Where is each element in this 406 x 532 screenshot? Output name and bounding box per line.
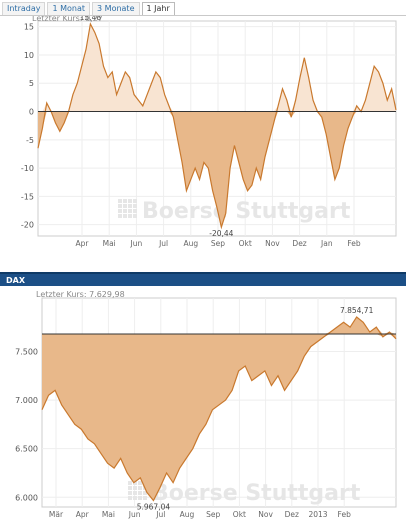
tab-1-monat[interactable]: 1 Monat <box>47 2 91 15</box>
x-tick-label: Dez <box>292 239 306 248</box>
y-tick-label: -5 <box>26 136 34 145</box>
area-below-baseline <box>38 111 396 228</box>
x-tick-label: Dez <box>285 510 299 519</box>
x-tick-label: Mai <box>102 510 115 519</box>
y-tick-label: 10 <box>24 51 34 60</box>
x-tick-label: Jul <box>158 239 168 248</box>
y-tick-label: 0 <box>29 108 34 117</box>
area-above-baseline <box>38 23 396 112</box>
watermark-logo-icon <box>118 199 137 218</box>
x-tick-label: Aug <box>180 510 195 519</box>
watermark-logo-icon <box>128 481 147 500</box>
x-tick-label: Sep <box>211 239 225 248</box>
x-tick-label: Aug <box>183 239 198 248</box>
x-tick-label: Feb <box>347 239 361 248</box>
x-tick-label: Nov <box>265 239 280 248</box>
series-line <box>41 316 397 502</box>
watermark-text: Boerse Stuttgart <box>152 481 361 506</box>
x-tick-label: Nov <box>258 510 273 519</box>
dax-header: DAX <box>0 272 406 286</box>
y-tick-label: 7.000 <box>15 396 38 405</box>
tab-1-jahr[interactable]: 1 Jahr <box>141 2 175 15</box>
series-line <box>37 22 397 230</box>
tab-intraday[interactable]: Intraday <box>2 2 46 15</box>
y-tick-label: 7.500 <box>15 347 38 356</box>
area-above-baseline <box>42 316 396 334</box>
x-tick-label: Mai <box>103 239 116 248</box>
tab-3-monate[interactable]: 3 Monate <box>92 2 140 15</box>
x-tick-label: Jan <box>320 239 333 248</box>
dax-chart: Mär Apr Mai Jun Jul Aug Sep Okt Nov Dez 2013 Feb 7.5… <box>15 290 397 519</box>
y-tick-label: 5 <box>29 79 34 88</box>
y-tick-label: 6.500 <box>15 445 38 454</box>
y-tick-label: -15 <box>21 192 34 201</box>
x-tick-label: Jun <box>128 510 141 519</box>
extreme-value-label: 15,48 <box>80 16 102 22</box>
x-tick-label: Apr <box>76 510 90 519</box>
x-tick-label: Sep <box>206 510 220 519</box>
spread-chart: Apr Mai Jun Jul Aug Sep Okt Nov Dez Jan Feb 15 10 5 0 -… <box>21 16 397 248</box>
y-tick-label: 6.000 <box>15 493 38 502</box>
area-below-baseline <box>42 333 396 501</box>
last-price-label: Letzter Kurs: 7.629,98 <box>36 290 125 299</box>
x-tick-label: Okt <box>239 239 252 248</box>
x-tick-label: Feb <box>338 510 352 519</box>
x-tick-label: Mär <box>49 510 64 519</box>
y-tick-label: -20 <box>21 221 34 230</box>
x-tick-label: 2013 <box>308 510 327 519</box>
y-tick-label: -10 <box>21 164 34 173</box>
x-tick-label: Okt <box>233 510 246 519</box>
last-price-label: Letzter Kurs: 0,27 <box>32 16 103 23</box>
x-tick-label: Apr <box>76 239 90 248</box>
x-tick-label: Jul <box>155 510 165 519</box>
extreme-value-label: -20,44 <box>209 229 233 238</box>
watermark-text: Boerse Stuttgart <box>142 199 351 224</box>
tab-divider <box>0 15 406 16</box>
extreme-value-label: 7.854,71 <box>340 306 374 315</box>
extreme-value-label: 5.967,04 <box>137 502 171 511</box>
y-tick-label: 15 <box>24 23 34 32</box>
timeframe-tabs: Intraday 1 Monat 3 Monate 1 Jahr <box>2 2 175 15</box>
x-tick-label: Jun <box>130 239 143 248</box>
